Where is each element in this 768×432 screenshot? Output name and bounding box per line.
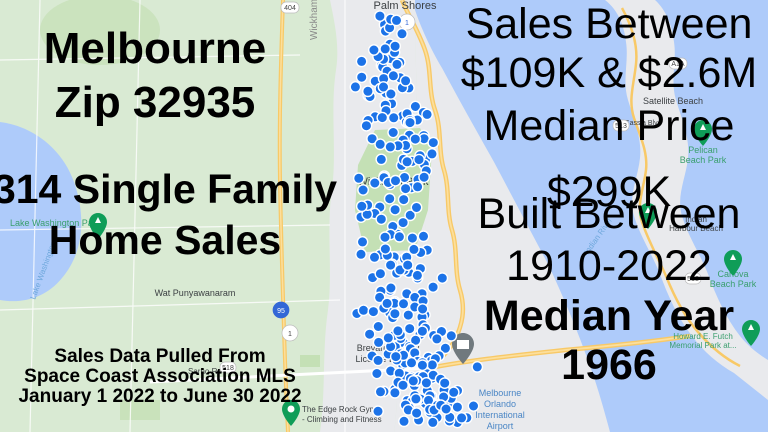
svg-text:Orlando: Orlando: [484, 399, 516, 409]
svg-text:95: 95: [277, 308, 285, 315]
svg-text:Airport: Airport: [487, 421, 514, 431]
svg-text:International: International: [475, 410, 525, 420]
svg-text:The Edge Rock Gym: The Edge Rock Gym: [302, 405, 377, 414]
svg-text:404: 404: [284, 5, 296, 12]
svg-text:1: 1: [288, 331, 292, 338]
svg-text:Beach Park: Beach Park: [680, 155, 727, 165]
svg-text:Melbourne: Melbourne: [479, 388, 522, 398]
svg-text:- Climbing and Fitness: - Climbing and Fitness: [302, 415, 382, 424]
svg-text:Wat Punyawanaram: Wat Punyawanaram: [155, 288, 236, 298]
svg-text:1: 1: [405, 20, 409, 27]
svg-text:Palm Shores: Palm Shores: [374, 0, 437, 12]
